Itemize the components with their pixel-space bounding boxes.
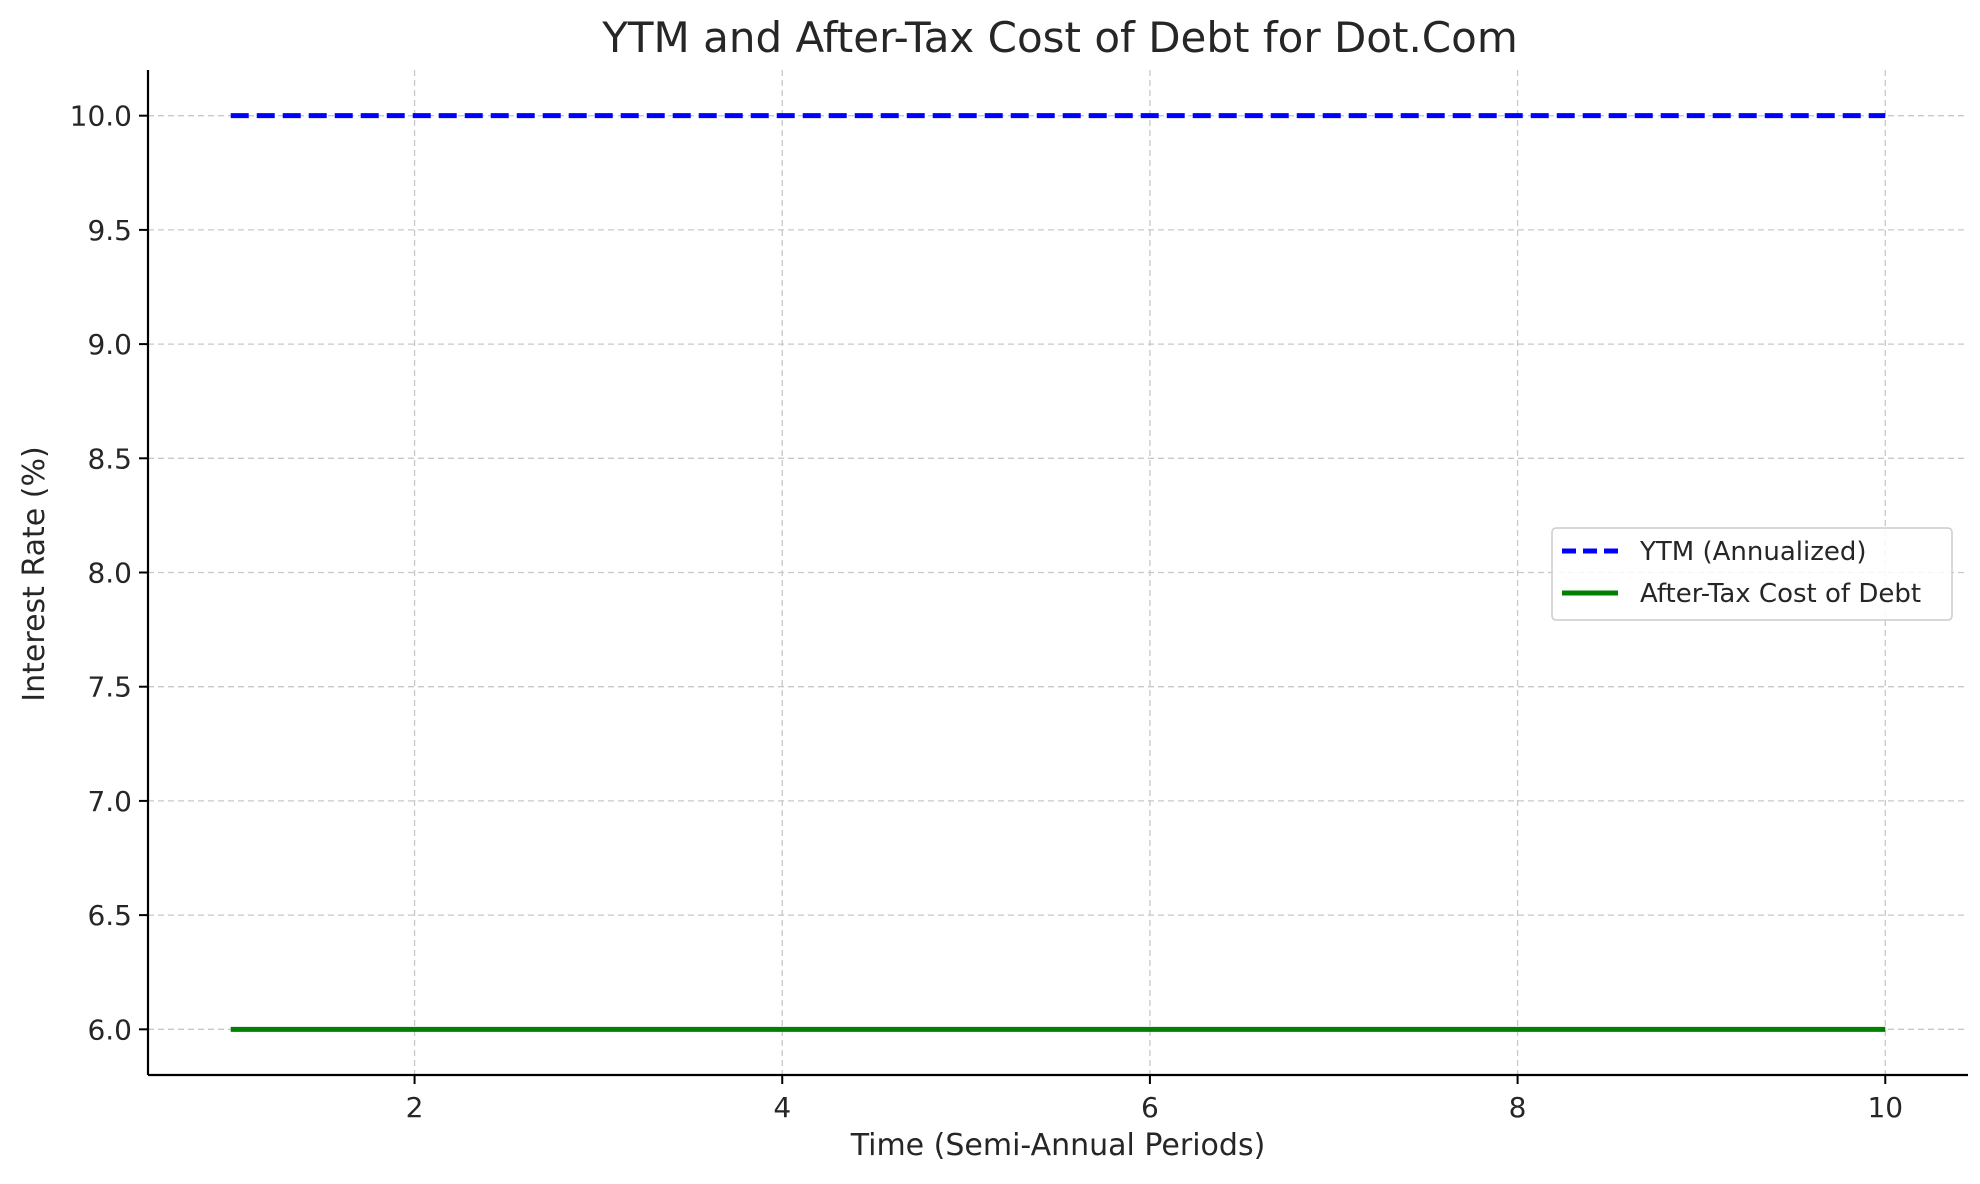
legend: YTM (Annualized) After-Tax Cost of Debt bbox=[1551, 527, 1953, 621]
chart-title: YTM and After-Tax Cost of Debt for Dot.C… bbox=[601, 13, 1518, 62]
y-tick-label: 8.5 bbox=[87, 442, 132, 475]
y-tick-label: 7.0 bbox=[87, 785, 132, 818]
y-tick-label: 10.0 bbox=[70, 100, 132, 133]
x-tick-label: 4 bbox=[773, 1091, 791, 1124]
legend-label-ytm: YTM (Annualized) bbox=[1639, 537, 1867, 567]
y-ticks: 6.0 6.5 7.0 7.5 8.0 8.5 9.0 9.5 10.0 bbox=[70, 100, 148, 1046]
x-tick-label: 6 bbox=[1141, 1091, 1159, 1124]
y-tick-label: 8.0 bbox=[87, 557, 132, 590]
y-tick-label: 9.5 bbox=[87, 214, 132, 247]
x-axis-title: Time (Semi-Annual Periods) bbox=[850, 1128, 1266, 1163]
legend-box bbox=[1551, 527, 1953, 621]
legend-label-after-tax: After-Tax Cost of Debt bbox=[1640, 579, 1921, 609]
x-tick-label: 10 bbox=[1867, 1091, 1903, 1124]
y-tick-label: 9.0 bbox=[87, 328, 132, 361]
y-tick-label: 7.5 bbox=[87, 671, 132, 704]
y-tick-label: 6.0 bbox=[87, 1013, 132, 1046]
series-lines bbox=[230, 113, 1886, 1032]
x-tick-label: 2 bbox=[406, 1091, 424, 1124]
x-ticks: 2 4 6 8 10 bbox=[406, 1075, 1903, 1124]
x-tick-label: 8 bbox=[1509, 1091, 1527, 1124]
y-axis-title: Interest Rate (%) bbox=[17, 446, 52, 701]
y-tick-label: 6.5 bbox=[87, 899, 132, 932]
